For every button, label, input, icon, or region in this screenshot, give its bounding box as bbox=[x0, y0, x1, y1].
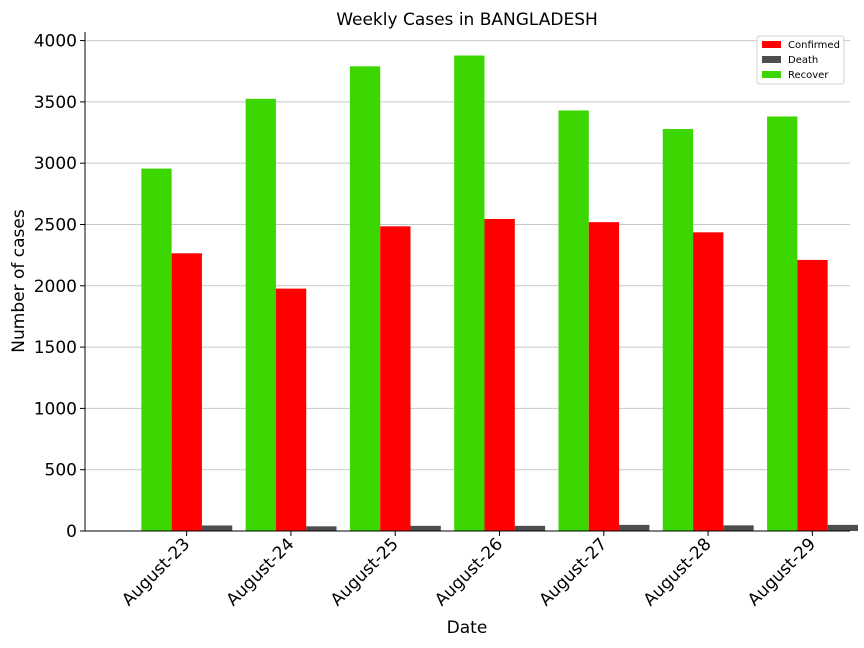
bar-recover bbox=[141, 168, 172, 531]
bars-group bbox=[141, 55, 858, 532]
y-tick-label: 0 bbox=[66, 522, 77, 542]
bar-recover bbox=[767, 116, 798, 531]
y-tick-label: 2000 bbox=[34, 277, 77, 297]
y-tick-label: 3000 bbox=[34, 154, 77, 174]
legend-swatch bbox=[762, 71, 781, 78]
legend: Confirmed Death Recover bbox=[756, 35, 845, 85]
x-ticks: August-23 August-24 August-25 August-26 Augu… bbox=[118, 531, 820, 610]
bar-recover bbox=[454, 55, 485, 531]
x-tick-label: August-25 bbox=[327, 534, 403, 610]
bar-death bbox=[201, 525, 233, 531]
legend-swatch bbox=[762, 56, 781, 63]
x-tick-label: August-29 bbox=[744, 534, 820, 610]
bar-death bbox=[410, 525, 441, 531]
y-tick-label: 2500 bbox=[34, 215, 77, 235]
y-tick-label: 500 bbox=[45, 461, 77, 481]
bar-recover bbox=[349, 66, 381, 531]
bar-confirmed bbox=[380, 226, 411, 531]
legend-swatch bbox=[762, 41, 781, 48]
bar-death bbox=[514, 525, 546, 531]
bar-death bbox=[723, 525, 754, 531]
x-axis-label: Date bbox=[447, 618, 488, 638]
y-tick-label: 4000 bbox=[34, 32, 77, 52]
bar-confirmed bbox=[275, 288, 307, 531]
y-tick-label: 1500 bbox=[34, 338, 77, 358]
bar-confirmed bbox=[171, 253, 202, 532]
x-tick-label: August-26 bbox=[431, 534, 507, 610]
chart-title: Weekly Cases in BANGLADESH bbox=[336, 10, 598, 30]
bar-recover bbox=[662, 128, 694, 532]
legend-label: Recover bbox=[788, 70, 829, 81]
y-tick-label: 3500 bbox=[34, 93, 77, 113]
y-ticks: 0 500 1000 1500 2000 2500 3000 3500 4000 bbox=[34, 32, 85, 542]
bar-recover bbox=[245, 98, 276, 531]
bar-death bbox=[619, 524, 650, 531]
bar-confirmed bbox=[484, 218, 515, 531]
x-tick-label: August-23 bbox=[118, 534, 194, 610]
legend-label: Confirmed bbox=[788, 40, 840, 51]
bar-confirmed bbox=[797, 259, 828, 531]
y-tick-label: 1000 bbox=[34, 399, 77, 419]
bar-confirmed bbox=[588, 222, 620, 531]
bar-death bbox=[306, 526, 337, 531]
x-tick-label: August-27 bbox=[535, 534, 611, 610]
legend-label: Death bbox=[788, 55, 818, 66]
bar-confirmed bbox=[693, 232, 724, 531]
bar-recover bbox=[558, 110, 589, 531]
x-tick-label: August-24 bbox=[223, 534, 299, 610]
axes bbox=[84, 32, 850, 532]
x-tick-label: August-28 bbox=[640, 534, 716, 610]
y-axis-label: Number of cases bbox=[9, 209, 29, 353]
bar-death bbox=[827, 524, 858, 531]
